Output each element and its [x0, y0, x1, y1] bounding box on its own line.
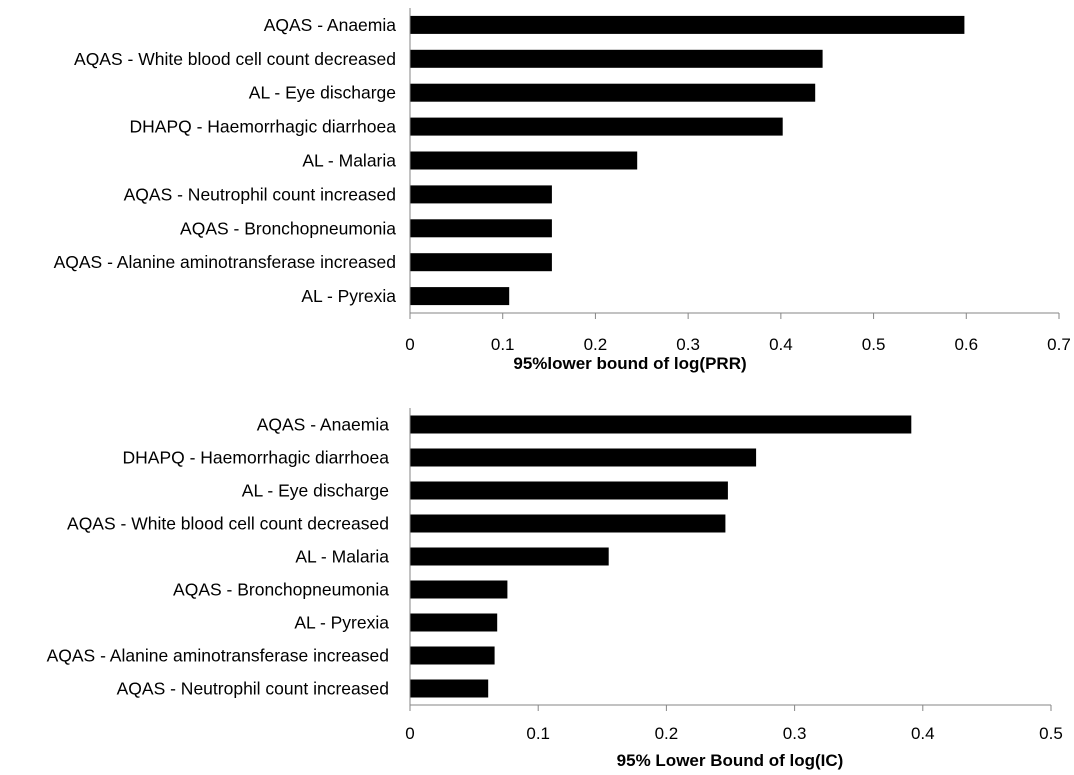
bar: [410, 253, 552, 272]
category-label: AQAS - Bronchopneumonia: [180, 218, 396, 238]
bar: [410, 580, 508, 599]
x-tick-label: 0.3: [783, 724, 807, 743]
bar: [410, 49, 823, 68]
category-label: AL - Pyrexia: [301, 286, 396, 306]
category-label: AL - Malaria: [295, 547, 389, 567]
x-tick-label: 0.1: [491, 335, 515, 354]
bar: [410, 613, 498, 632]
category-label: AQAS - White blood cell count decreased: [74, 49, 396, 69]
bar: [410, 514, 726, 533]
x-tick-label: 0.5: [1039, 724, 1063, 743]
bar: [410, 448, 757, 467]
bar: [410, 481, 728, 500]
bar: [410, 117, 783, 136]
x-tick-label: 0.1: [526, 724, 550, 743]
bar: [410, 185, 552, 204]
x-axis-title: 95% Lower Bound of log(IC): [617, 751, 844, 770]
category-label: AL - Eye discharge: [242, 481, 389, 501]
category-label: AQAS - Bronchopneumonia: [173, 580, 389, 600]
category-label: AQAS - Neutrophil count increased: [117, 679, 389, 699]
bar: [410, 287, 510, 306]
chart-ic: AQAS - Anaemia DHAPQ - Haemorrhagic diarr…: [47, 408, 1063, 770]
x-tick-label: 0.3: [676, 335, 700, 354]
category-label: AQAS - Alanine aminotransferase increase…: [47, 646, 389, 666]
category-label: AQAS - Anaemia: [264, 15, 397, 35]
x-tick-label: 0.7: [1047, 335, 1071, 354]
bar: [410, 151, 638, 170]
category-label: AL - Malaria: [302, 151, 396, 171]
bar: [410, 219, 552, 238]
category-label: AL - Eye discharge: [249, 83, 396, 103]
category-label: DHAPQ - Haemorrhagic diarrhoea: [123, 448, 390, 468]
category-label: AQAS - Anaemia: [257, 415, 390, 435]
x-axis-title: 95%lower bound of log(PRR): [513, 354, 746, 373]
bar: [410, 547, 609, 566]
bar: [410, 15, 965, 34]
bar: [410, 415, 912, 434]
x-tick-label: 0.4: [769, 335, 793, 354]
x-tick-label: 0: [405, 335, 414, 354]
x-tick-label: 0.4: [911, 724, 935, 743]
x-tick-label: 0.6: [954, 335, 978, 354]
category-label: AL - Pyrexia: [294, 613, 389, 633]
bar: [410, 679, 489, 698]
bar: [410, 83, 816, 102]
x-tick-label: 0: [405, 724, 414, 743]
x-tick-label: 0.5: [862, 335, 886, 354]
x-tick-label: 0.2: [655, 724, 679, 743]
chart-prr: AQAS - Anaemia AQAS - White blood cell co…: [54, 8, 1071, 373]
category-label: AQAS - Neutrophil count increased: [124, 184, 396, 204]
category-label: AQAS - Alanine aminotransferase increase…: [54, 252, 396, 272]
bar: [410, 646, 495, 665]
category-label: AQAS - White blood cell count decreased: [67, 514, 389, 534]
x-tick-label: 0.2: [584, 335, 608, 354]
category-label: DHAPQ - Haemorrhagic diarrhoea: [130, 117, 397, 137]
